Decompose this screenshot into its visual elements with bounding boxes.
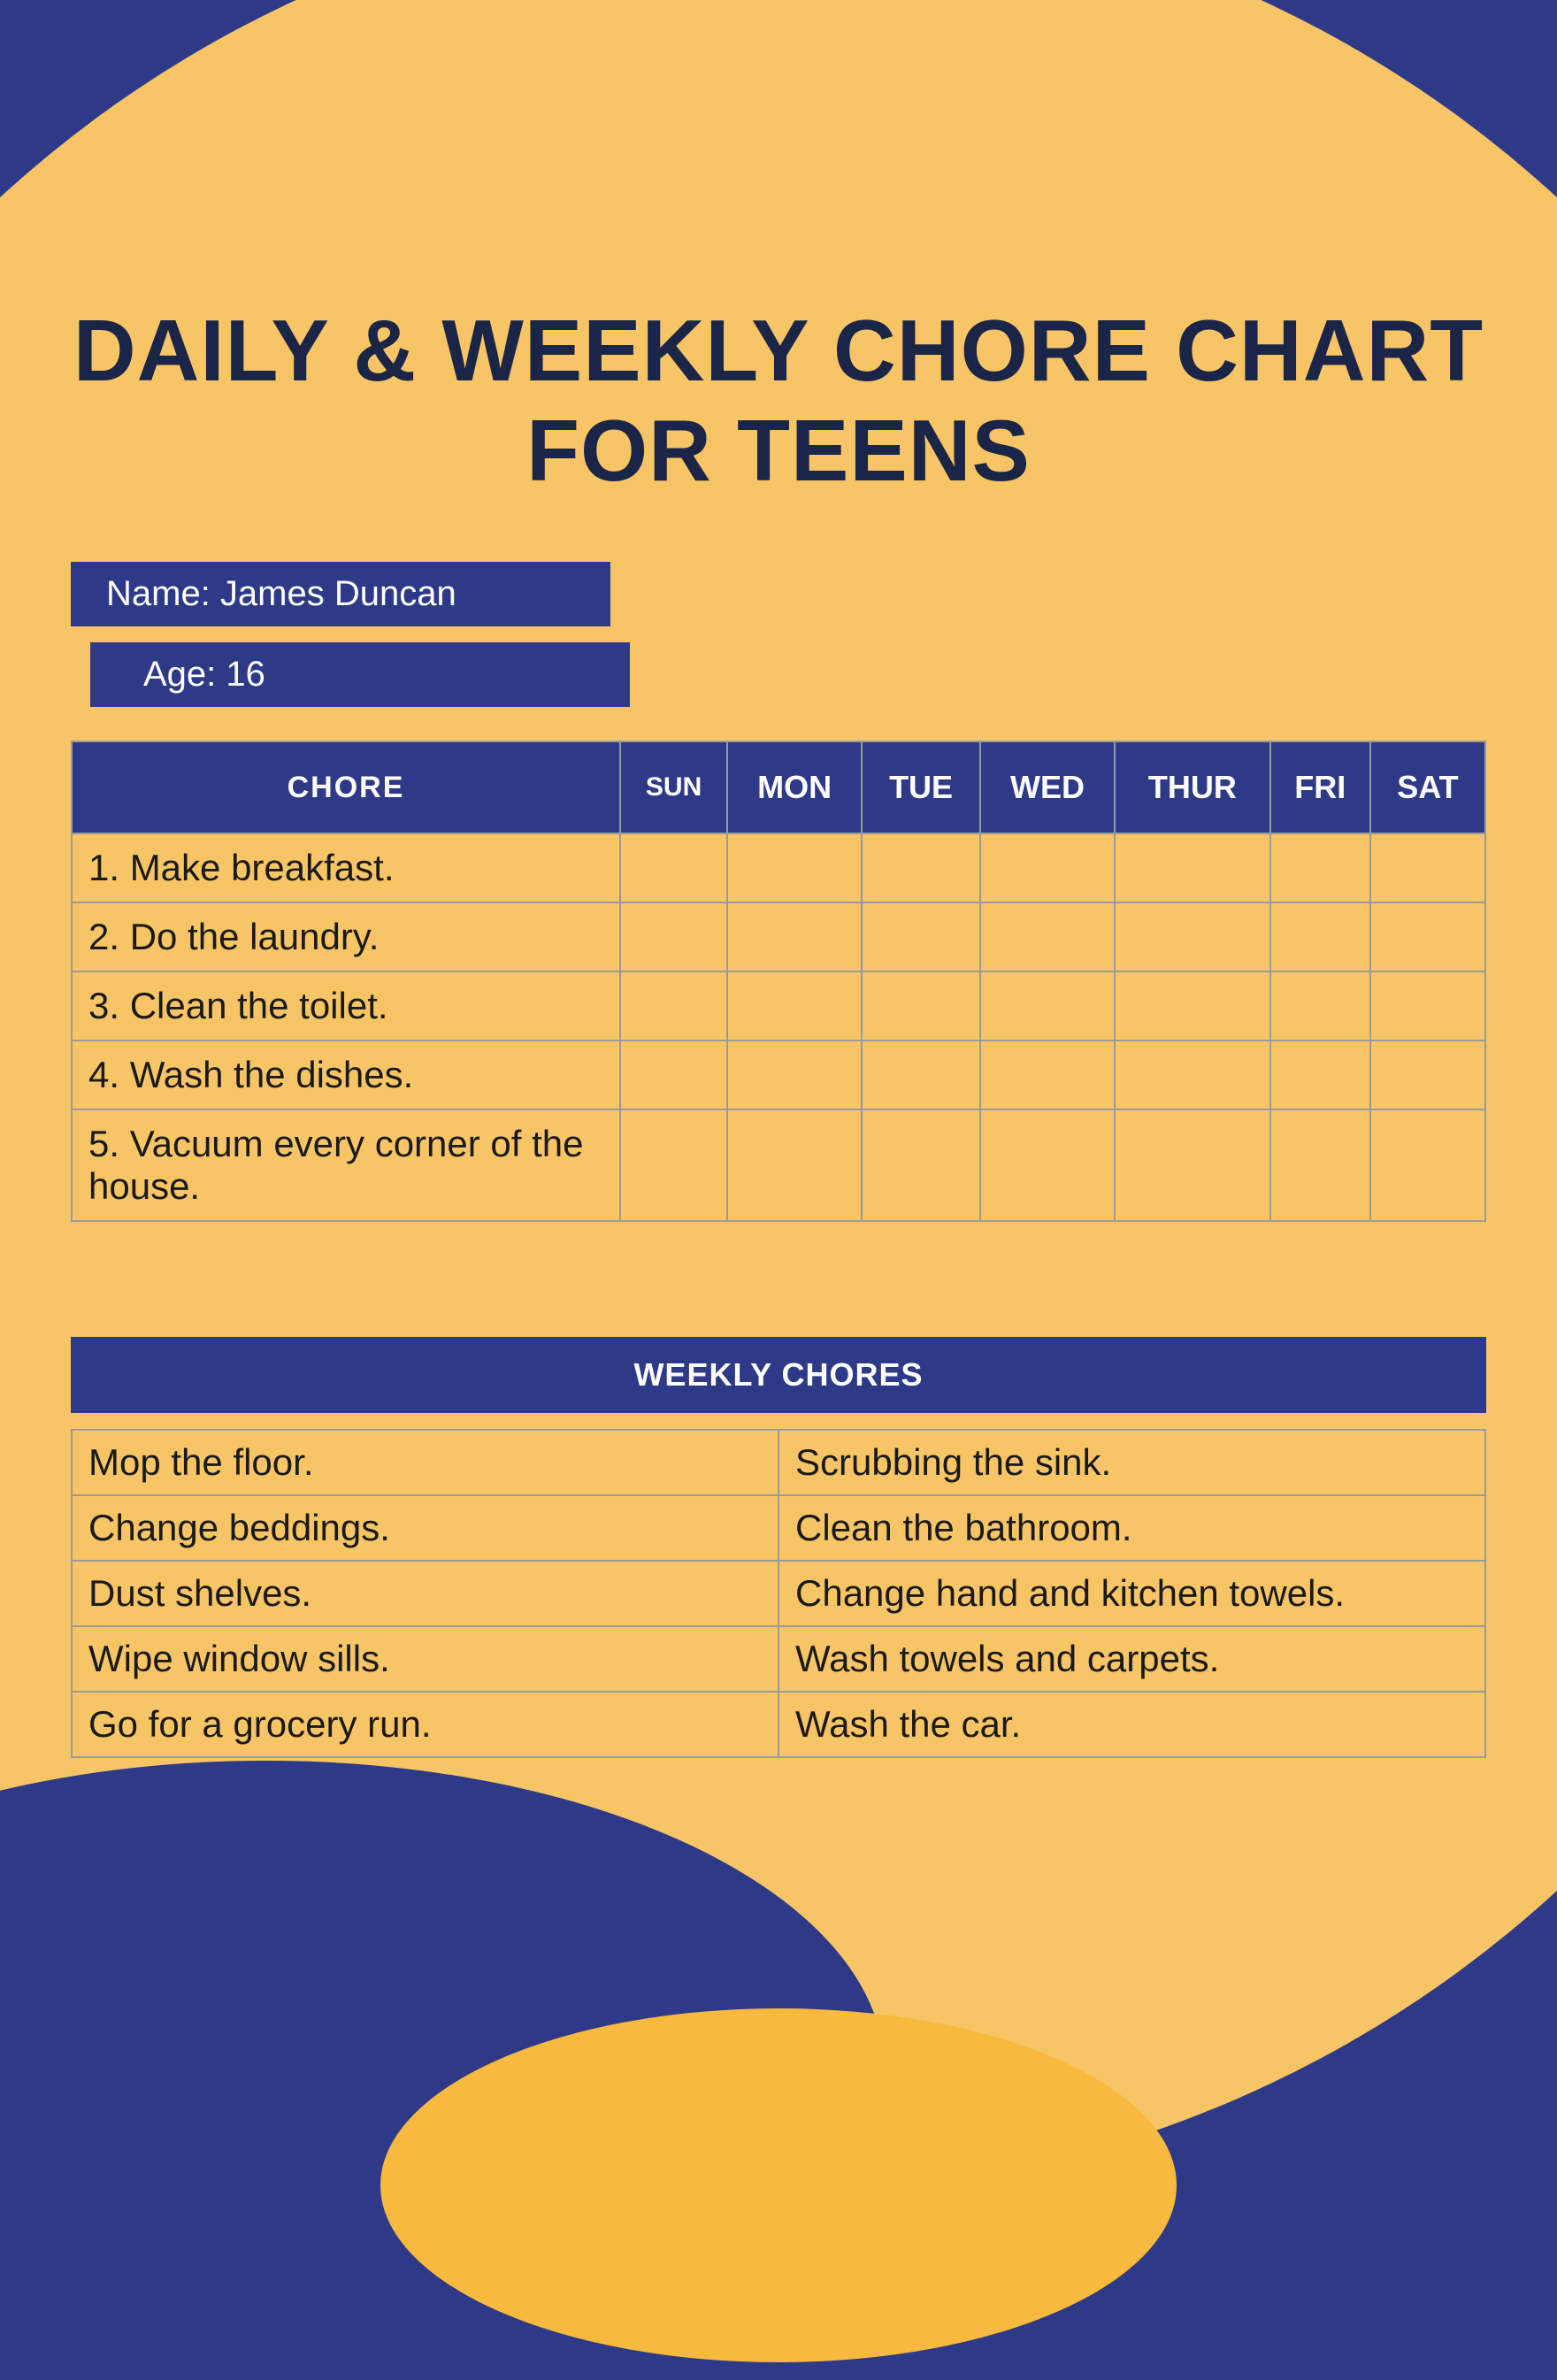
table-row: Go for a grocery run. Wash the car.	[72, 1692, 1485, 1757]
table-row: 5. Vacuum every corner of the house.	[72, 1109, 1485, 1221]
age-bar: Age: 16	[90, 642, 630, 707]
chore-cell: 5. Vacuum every corner of the house.	[72, 1109, 620, 1221]
weekly-cell: Change hand and kitchen towels.	[778, 1561, 1485, 1626]
check-cell[interactable]	[727, 833, 862, 902]
name-bar: Name: James Duncan	[71, 562, 610, 626]
check-cell[interactable]	[1270, 971, 1370, 1040]
weekly-cell: Wipe window sills.	[72, 1626, 778, 1692]
weekly-cell: Go for a grocery run.	[72, 1692, 778, 1757]
col-tue: TUE	[862, 741, 980, 833]
check-cell[interactable]	[1115, 833, 1270, 902]
check-cell[interactable]	[980, 902, 1115, 971]
check-cell[interactable]	[727, 902, 862, 971]
weekly-cell: Wash towels and carpets.	[778, 1626, 1485, 1692]
daily-table-body: 1. Make breakfast. 2. Do the laundry. 3.…	[72, 833, 1485, 1221]
table-row: 4. Wash the dishes.	[72, 1040, 1485, 1109]
col-sat: SAT	[1370, 741, 1485, 833]
weekly-cell: Wash the car.	[778, 1692, 1485, 1757]
check-cell[interactable]	[620, 1040, 727, 1109]
check-cell[interactable]	[1115, 1040, 1270, 1109]
chore-cell: 1. Make breakfast.	[72, 833, 620, 902]
check-cell[interactable]	[620, 1109, 727, 1221]
check-cell[interactable]	[862, 833, 980, 902]
weekly-cell: Clean the bathroom.	[778, 1495, 1485, 1561]
col-fri: FRI	[1270, 741, 1370, 833]
check-cell[interactable]	[980, 1040, 1115, 1109]
weekly-cell: Mop the floor.	[72, 1430, 778, 1495]
table-row: Change beddings. Clean the bathroom.	[72, 1495, 1485, 1561]
table-row: Mop the floor. Scrubbing the sink.	[72, 1430, 1485, 1495]
check-cell[interactable]	[620, 902, 727, 971]
chore-cell: 3. Clean the toilet.	[72, 971, 620, 1040]
daily-header-row: CHORE SUN MON TUE WED THUR FRI SAT	[72, 741, 1485, 833]
check-cell[interactable]	[980, 971, 1115, 1040]
check-cell[interactable]	[1270, 833, 1370, 902]
bottom-bump-shape	[380, 2008, 1177, 2362]
check-cell[interactable]	[727, 971, 862, 1040]
page-title: DAILY & WEEKLY CHORE CHART FOR TEENS	[71, 301, 1486, 500]
check-cell[interactable]	[1115, 971, 1270, 1040]
table-row: Dust shelves. Change hand and kitchen to…	[72, 1561, 1485, 1626]
weekly-chore-table: Mop the floor. Scrubbing the sink. Chang…	[71, 1429, 1486, 1758]
check-cell[interactable]	[1370, 1109, 1485, 1221]
check-cell[interactable]	[1370, 1040, 1485, 1109]
check-cell[interactable]	[1370, 902, 1485, 971]
check-cell[interactable]	[1370, 833, 1485, 902]
check-cell[interactable]	[727, 1040, 862, 1109]
check-cell[interactable]	[980, 833, 1115, 902]
col-thur: THUR	[1115, 741, 1270, 833]
weekly-cell: Change beddings.	[72, 1495, 778, 1561]
weekly-cell: Dust shelves.	[72, 1561, 778, 1626]
table-row: 3. Clean the toilet.	[72, 971, 1485, 1040]
check-cell[interactable]	[727, 1109, 862, 1221]
check-cell[interactable]	[862, 1040, 980, 1109]
check-cell[interactable]	[862, 971, 980, 1040]
col-chore: CHORE	[72, 741, 620, 833]
check-cell[interactable]	[1270, 1109, 1370, 1221]
check-cell[interactable]	[1115, 1109, 1270, 1221]
check-cell[interactable]	[620, 971, 727, 1040]
check-cell[interactable]	[1270, 902, 1370, 971]
check-cell[interactable]	[1370, 971, 1485, 1040]
weekly-chores-header: WEEKLY CHORES	[71, 1337, 1486, 1413]
check-cell[interactable]	[1270, 1040, 1370, 1109]
col-wed: WED	[980, 741, 1115, 833]
check-cell[interactable]	[862, 1109, 980, 1221]
col-sun: SUN	[620, 741, 727, 833]
table-row: 1. Make breakfast.	[72, 833, 1485, 902]
check-cell[interactable]	[862, 902, 980, 971]
table-row: 2. Do the laundry.	[72, 902, 1485, 971]
chore-cell: 4. Wash the dishes.	[72, 1040, 620, 1109]
check-cell[interactable]	[620, 833, 727, 902]
check-cell[interactable]	[980, 1109, 1115, 1221]
table-row: Wipe window sills. Wash towels and carpe…	[72, 1626, 1485, 1692]
col-mon: MON	[727, 741, 862, 833]
content-container: DAILY & WEEKLY CHORE CHART FOR TEENS Nam…	[0, 0, 1557, 1758]
weekly-cell: Scrubbing the sink.	[778, 1430, 1485, 1495]
daily-chore-table: CHORE SUN MON TUE WED THUR FRI SAT 1. Ma…	[71, 741, 1486, 1222]
chore-cell: 2. Do the laundry.	[72, 902, 620, 971]
check-cell[interactable]	[1115, 902, 1270, 971]
